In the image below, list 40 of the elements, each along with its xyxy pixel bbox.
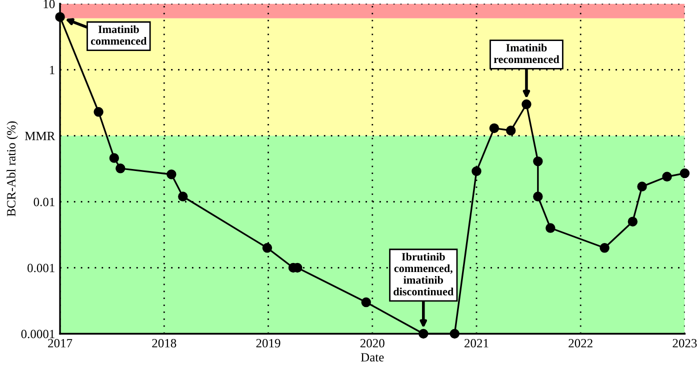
y-tick-label: MMR: [24, 132, 56, 140]
point: [361, 297, 371, 308]
point: [533, 192, 543, 202]
y-tick-label: 1: [50, 66, 54, 74]
annotation: Imatinib commenced: [90, 25, 147, 45]
y-tick-label: 0.001: [28, 264, 54, 272]
point: [109, 153, 120, 163]
x-tick-label: 2020: [360, 338, 384, 348]
point: [600, 243, 610, 253]
x-tick-label: 2019: [256, 338, 280, 348]
x-tick-label: 2023: [672, 338, 697, 348]
point: [522, 99, 532, 110]
x-tick-label: 2021: [464, 338, 488, 348]
point: [418, 328, 428, 339]
point: [628, 216, 638, 226]
point: [680, 168, 690, 178]
point: [55, 12, 65, 22]
point: [637, 182, 647, 192]
y-axis-title: BCR-Abl ratio (%): [6, 121, 18, 216]
point: [166, 170, 176, 180]
point: [116, 164, 126, 174]
annotation: Ibrutinib commenced, imatinib discontinued: [394, 252, 454, 296]
annotation: Imatinib recommenced: [494, 44, 560, 64]
point: [94, 107, 104, 117]
point: [262, 243, 272, 253]
point: [506, 126, 516, 136]
point: [662, 172, 672, 182]
x-tick-label: 2017: [48, 338, 72, 348]
y-tick-label: 0.01: [34, 198, 54, 206]
point: [489, 123, 500, 134]
point: [546, 223, 556, 233]
y-tick-label: 0.0001: [21, 330, 54, 338]
x-tick-label: 2022: [568, 338, 592, 348]
y-tick-label: 10: [44, 0, 55, 8]
point: [450, 328, 460, 339]
x-tick-label: 2018: [152, 338, 176, 348]
point: [472, 166, 482, 176]
x-axis-title: Date: [360, 353, 384, 362]
point: [533, 156, 543, 166]
point: [178, 192, 188, 202]
